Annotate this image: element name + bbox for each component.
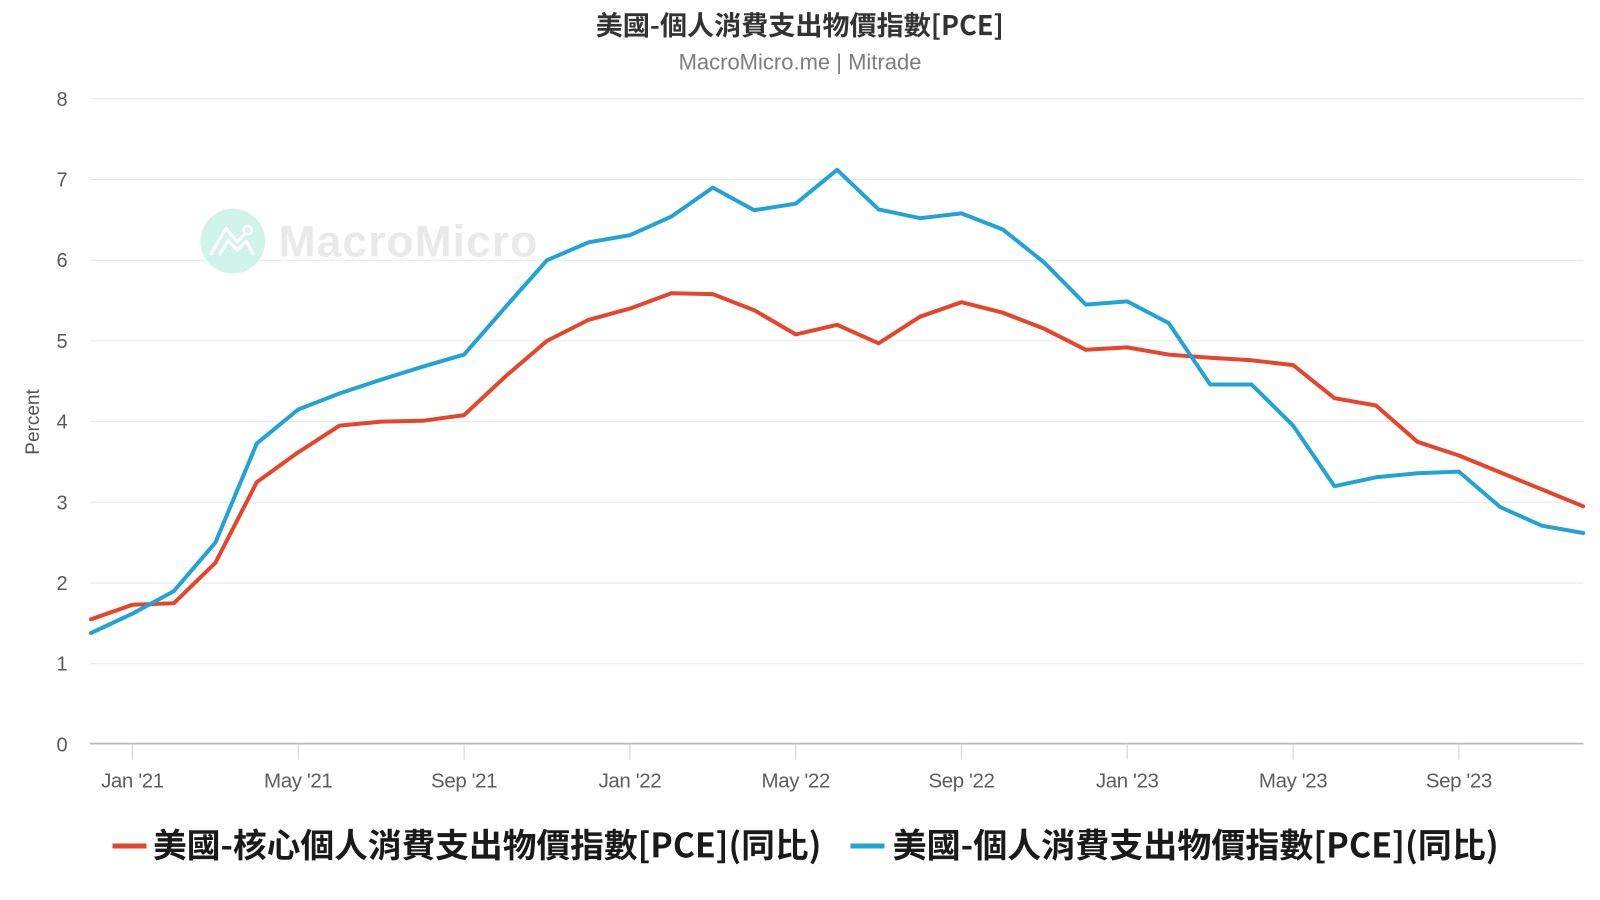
svg-text:6: 6: [56, 250, 67, 272]
svg-text:May '21: May '21: [264, 770, 332, 793]
svg-text:MacroMicro: MacroMicro: [279, 217, 539, 266]
svg-text:Percent: Percent: [23, 389, 44, 455]
svg-text:8: 8: [56, 89, 67, 111]
svg-text:Jan '23: Jan '23: [1096, 770, 1159, 793]
svg-text:4: 4: [56, 412, 67, 434]
svg-text:2: 2: [56, 573, 67, 595]
svg-text:Jan '21: Jan '21: [101, 770, 164, 793]
svg-text:5: 5: [56, 331, 67, 353]
svg-text:Jan '22: Jan '22: [599, 770, 662, 793]
svg-text:Sep '23: Sep '23: [1426, 770, 1492, 793]
svg-text:MacroMicro.me | Mitrade: MacroMicro.me | Mitrade: [679, 50, 922, 75]
svg-text:Sep '21: Sep '21: [431, 770, 497, 793]
svg-text:7: 7: [56, 170, 67, 192]
svg-text:1: 1: [56, 654, 67, 676]
svg-text:Sep '22: Sep '22: [928, 770, 994, 793]
svg-text:May '22: May '22: [762, 770, 830, 793]
svg-text:3: 3: [56, 492, 67, 514]
svg-text:May '23: May '23: [1259, 770, 1327, 793]
svg-text:0: 0: [56, 734, 67, 756]
